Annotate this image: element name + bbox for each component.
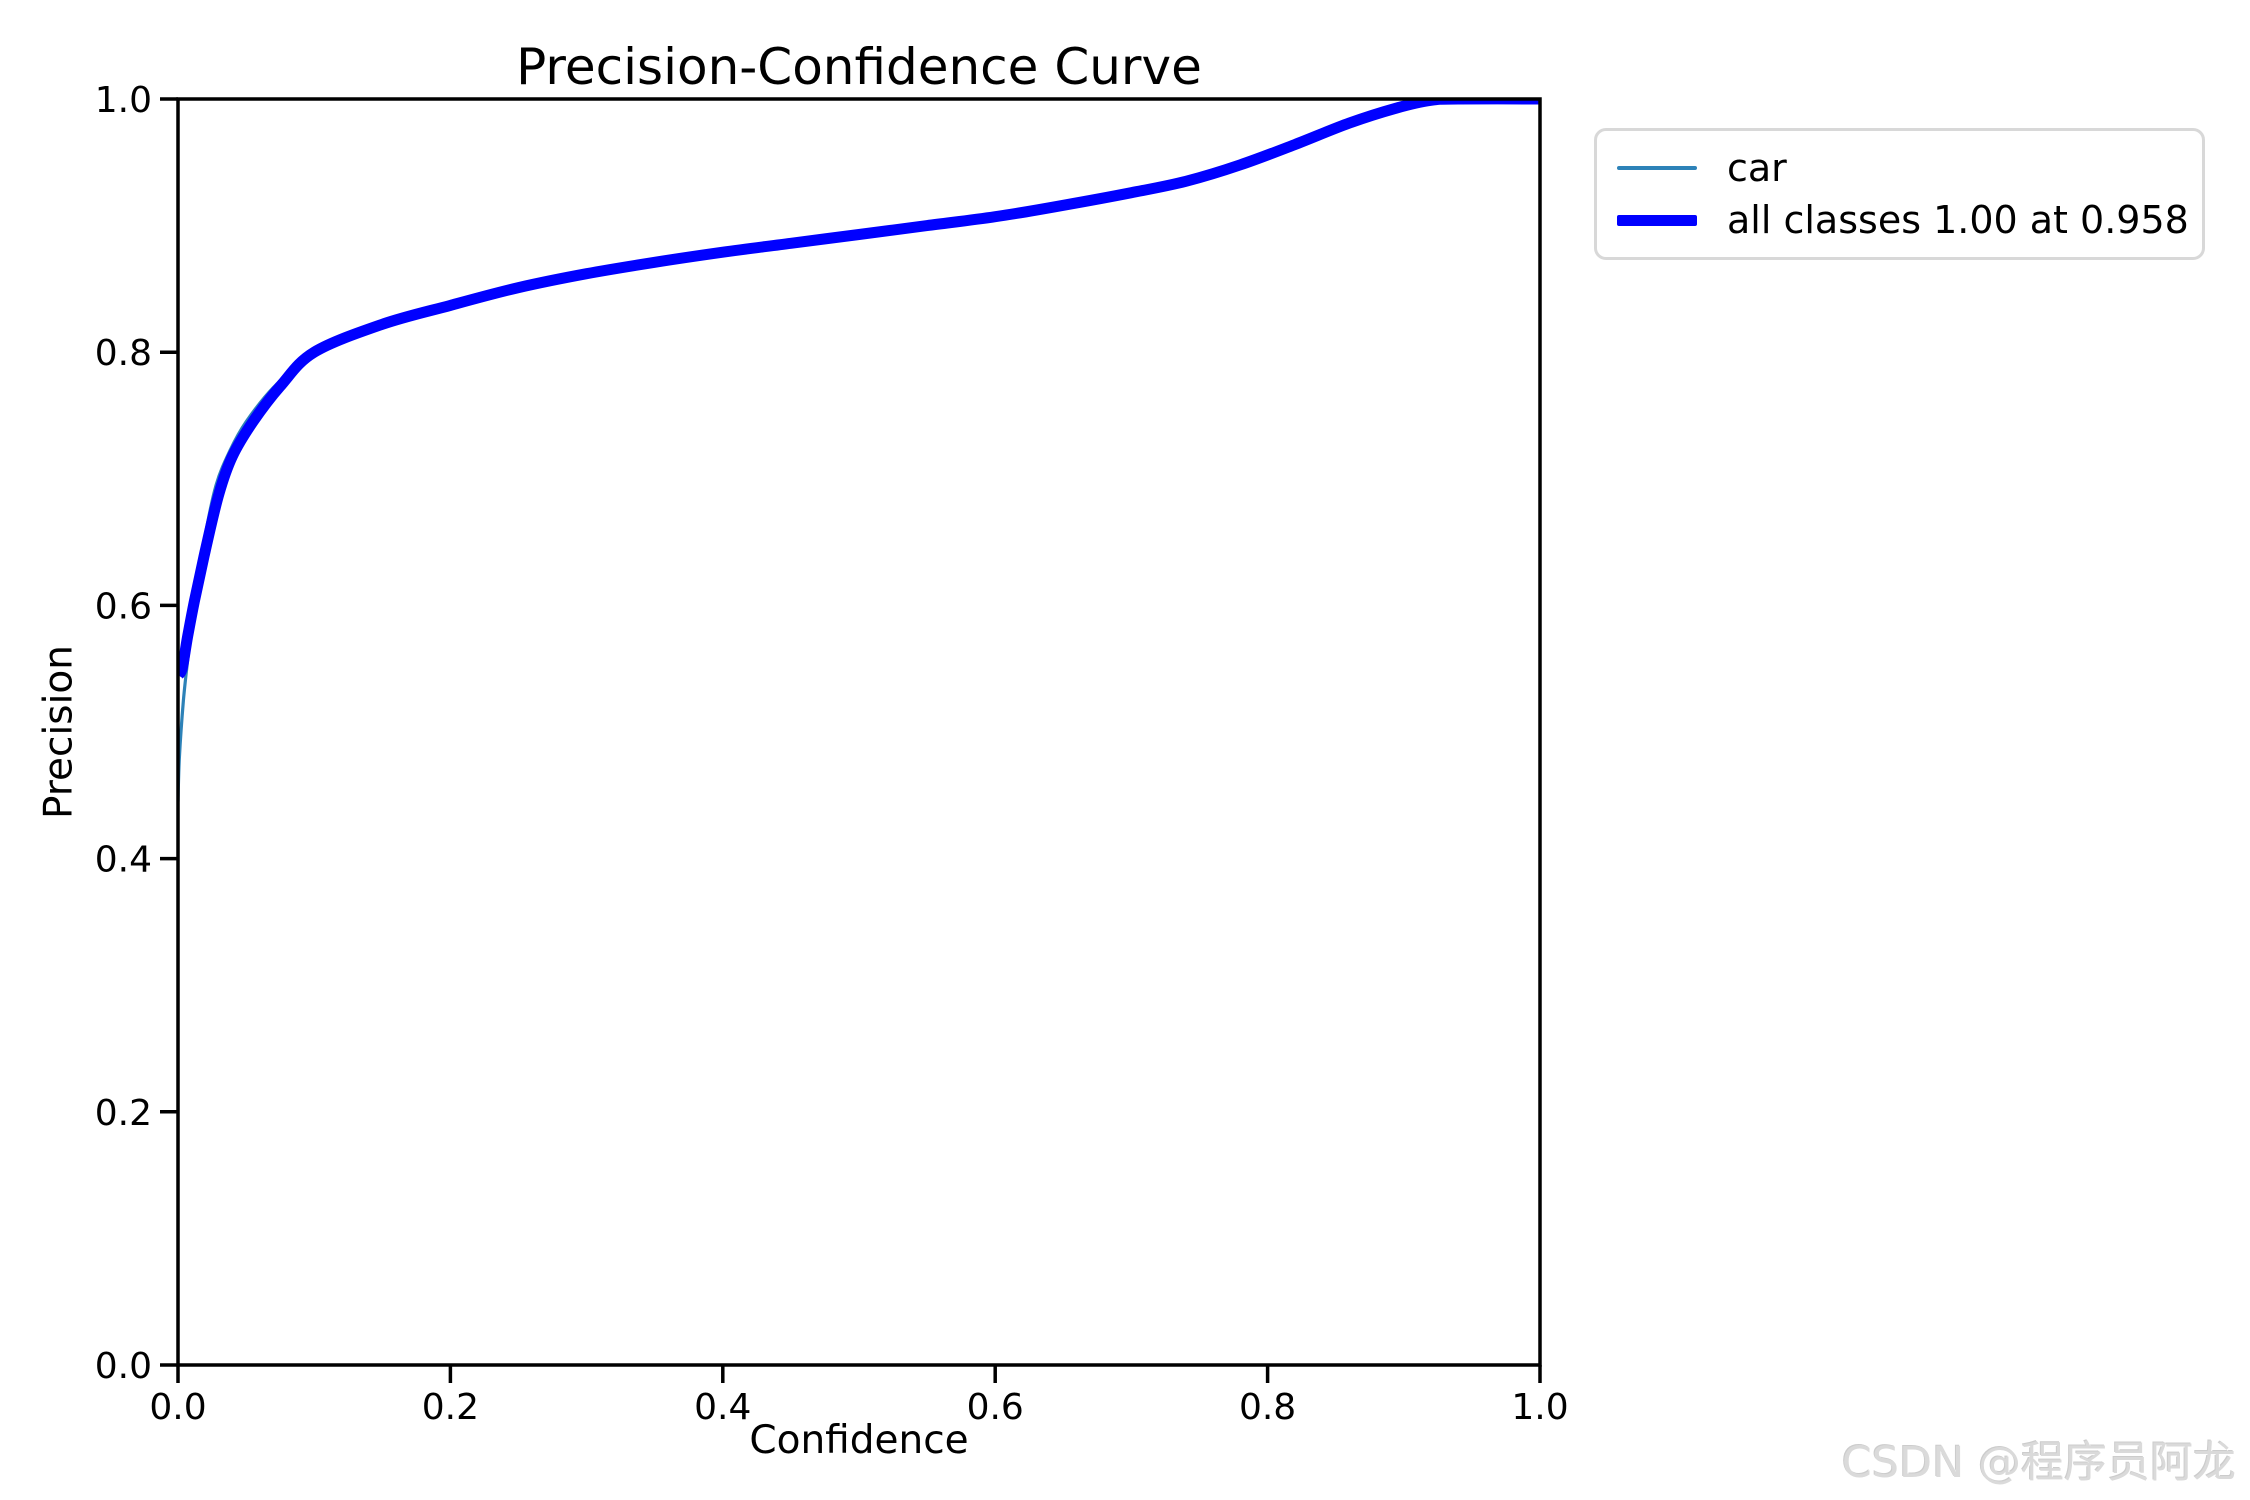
x-tick-label: 0.4 [694,1387,751,1428]
x-tick-label: 1.0 [1511,1387,1568,1428]
legend: car all classes 1.00 at 0.958 [1594,128,2205,260]
y-tick-label: 0.8 [95,333,152,374]
axes-spines [176,97,1542,1367]
x-tick-label: 0.2 [422,1387,479,1428]
y-tick-label: 1.0 [95,80,152,121]
watermark-text: CSDN @程序员阿龙 [1841,1438,2236,1488]
legend-line-all-classes-icon [1617,214,1697,226]
legend-item-all-classes: all classes 1.00 at 0.958 [1617,201,2189,239]
legend-label-car: car [1727,146,1787,190]
legend-item-car: car [1617,149,2182,187]
series-line-all-classes [178,99,1540,680]
x-tick-label: 0.8 [1239,1387,1296,1428]
x-tick-label: 0.0 [149,1387,206,1428]
x-axis-label: Confidence [749,1418,969,1463]
y-tick-label: 0.4 [95,840,152,881]
series-line-car [178,99,1540,802]
x-tick-label: 0.6 [967,1387,1024,1428]
y-tick-label: 0.0 [95,1346,152,1387]
y-tick-label: 0.6 [95,586,152,627]
legend-label-all-classes: all classes 1.00 at 0.958 [1727,198,2189,242]
chart-title: Precision-Confidence Curve [516,38,1202,96]
legend-line-car-icon [1617,166,1697,170]
y-tick-label: 0.2 [95,1093,152,1134]
